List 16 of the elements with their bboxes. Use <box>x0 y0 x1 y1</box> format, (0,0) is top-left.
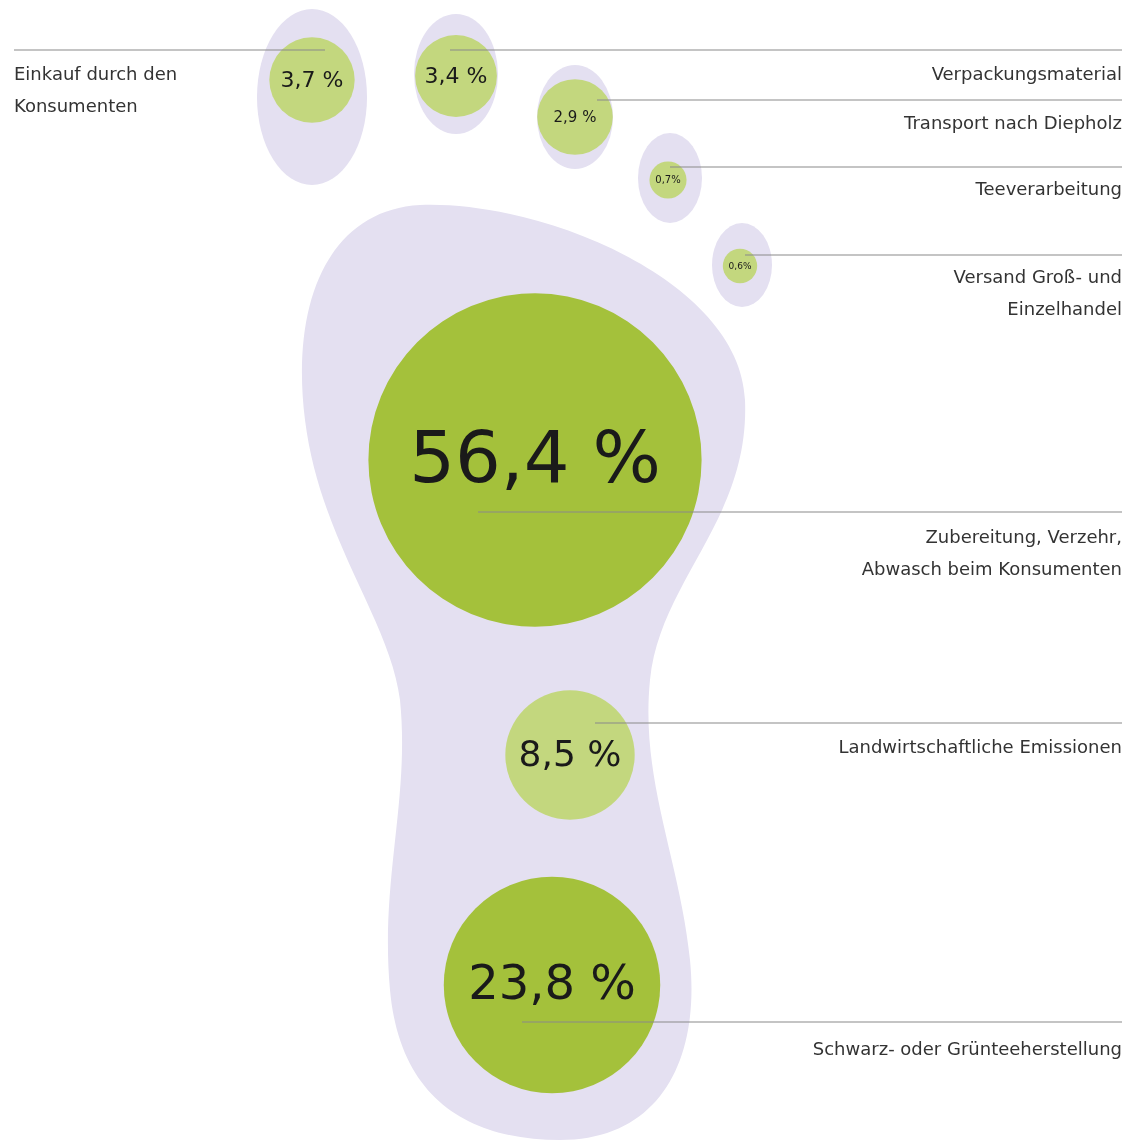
category-label: Landwirtschaftliche Emissionen <box>838 736 1122 757</box>
data-label: 2,9 % <box>553 108 597 126</box>
data-label: 0,7% <box>655 174 681 185</box>
category-label: Zubereitung, Verzehr, Abwasch beim Konsumenten <box>861 526 1122 579</box>
data-label: 3,7 % <box>280 67 344 92</box>
category-label: Einkauf durch den Konsumenten <box>14 63 178 116</box>
category-label: Teeverarbeitung <box>974 178 1122 199</box>
category-label: Schwarz- oder Grünteeherstellung <box>812 1038 1122 1059</box>
data-label: 23,8 % <box>468 954 636 1010</box>
category-label: Transport nach Diepholz <box>903 112 1122 133</box>
category-label: Versand Groß- und Einzelhandel <box>953 266 1122 319</box>
data-label: 8,5 % <box>518 733 622 774</box>
data-label: 56,4 % <box>409 415 661 499</box>
category-label: Verpackungsmaterial <box>931 63 1122 84</box>
data-label: 3,4 % <box>424 63 488 88</box>
data-label: 0,6% <box>728 261 752 271</box>
